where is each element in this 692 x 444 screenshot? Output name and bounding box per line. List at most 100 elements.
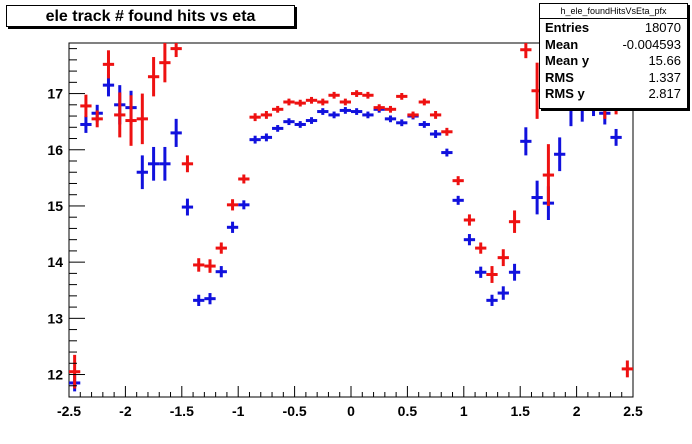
blue-point [520,127,532,156]
x-tick-label: -2 [119,403,132,419]
blue-point [362,111,374,119]
stat-label: Entries [545,20,590,35]
stat-row-rms: RMS 1.337 [540,69,687,86]
red-point [328,91,340,99]
blue-point [305,117,318,124]
red-point [362,91,374,99]
x-tick-label: -2.5 [57,403,81,419]
blue-point [497,286,509,300]
red-point [621,360,633,378]
x-tick-label: 2 [573,403,581,419]
blue-point [610,128,622,146]
red-point [226,199,239,211]
red-point [373,104,385,111]
red-point [475,242,487,254]
y-tick-label: 14 [47,254,63,270]
x-tick-label: -1.5 [170,403,194,419]
y-tick-label: 13 [47,310,63,326]
blue-point [147,146,160,181]
blue-point [384,115,397,123]
chart-title: ele track # found hits vs eta [6,5,295,27]
blue-point [181,198,194,216]
red-point [351,90,363,97]
x-tick-label: 1.5 [510,403,530,419]
red-point [407,111,419,119]
blue-point [328,111,340,119]
red-point [441,127,453,136]
blue-point [260,133,273,142]
red-point [384,105,397,113]
blue-point [272,125,284,132]
stat-value: 1.337 [648,69,681,85]
red-point [497,249,509,267]
x-tick-label: 0 [347,403,355,419]
red-point [159,43,171,83]
blue-point [226,221,239,233]
blue-point [136,155,148,190]
red-point [396,93,408,100]
red-point [294,99,306,107]
blue-point [475,266,487,278]
stat-row-rms-y: RMS y 2.817 [540,85,687,102]
blue-point [531,180,543,215]
stats-box: h_ele_foundHitsVsEta_pfx Entries 18070 M… [539,3,688,109]
y-tick-label: 16 [47,142,63,158]
red-point [452,176,464,186]
red-point [147,57,160,97]
red-point [249,113,261,122]
x-tick-label: 1 [460,403,468,419]
y-tick-label: 17 [47,86,63,102]
red-point [170,43,182,58]
stat-label: Mean [545,36,579,52]
stat-row-entries: Entries 18070 [540,19,687,36]
red-point [69,354,81,389]
x-tick-label: 2.5 [623,403,643,419]
red-point [418,98,430,106]
blue-point [508,263,521,281]
stat-label: Mean y [545,53,590,68]
red-point [508,210,521,233]
blue-point [441,148,453,157]
red-point [486,266,498,283]
blue-point [249,135,261,144]
red-point [215,242,227,254]
blue-point [238,200,250,210]
y-tick-label: 15 [47,198,63,214]
blue-point [486,294,498,306]
stat-label: RMS y [545,86,585,101]
blue-point [396,119,408,127]
red-point [283,98,295,106]
blue-point [339,107,351,114]
blue-point [554,137,566,172]
blue-point [418,121,430,128]
red-point [136,93,148,145]
stat-value: 18070 [644,20,681,35]
blue-point [170,118,182,147]
blue-point [463,234,476,246]
red-point [520,43,532,59]
x-tick-label: 0.5 [398,403,418,419]
blue-point [204,293,216,305]
stats-histogram-name: h_ele_foundHitsVsEta_pfx [540,4,687,19]
y-tick-label: 12 [47,367,63,383]
blue-point [317,108,329,115]
red-point [317,98,329,106]
blue-point [283,118,295,126]
blue-point [452,195,464,205]
stat-label: RMS [545,69,574,85]
blue-point [294,121,306,128]
red-point [125,95,137,146]
red-point [204,259,216,273]
stat-row-mean-y: Mean y 15.66 [540,52,687,69]
stat-value: -0.004593 [622,36,681,52]
red-point [339,98,351,106]
red-point [114,92,126,138]
stat-row-mean: Mean -0.004593 [540,36,687,53]
blue-point [193,294,205,306]
blue-point [215,266,227,278]
red-point [542,144,555,206]
red-point [181,155,194,173]
red-point [429,110,442,119]
